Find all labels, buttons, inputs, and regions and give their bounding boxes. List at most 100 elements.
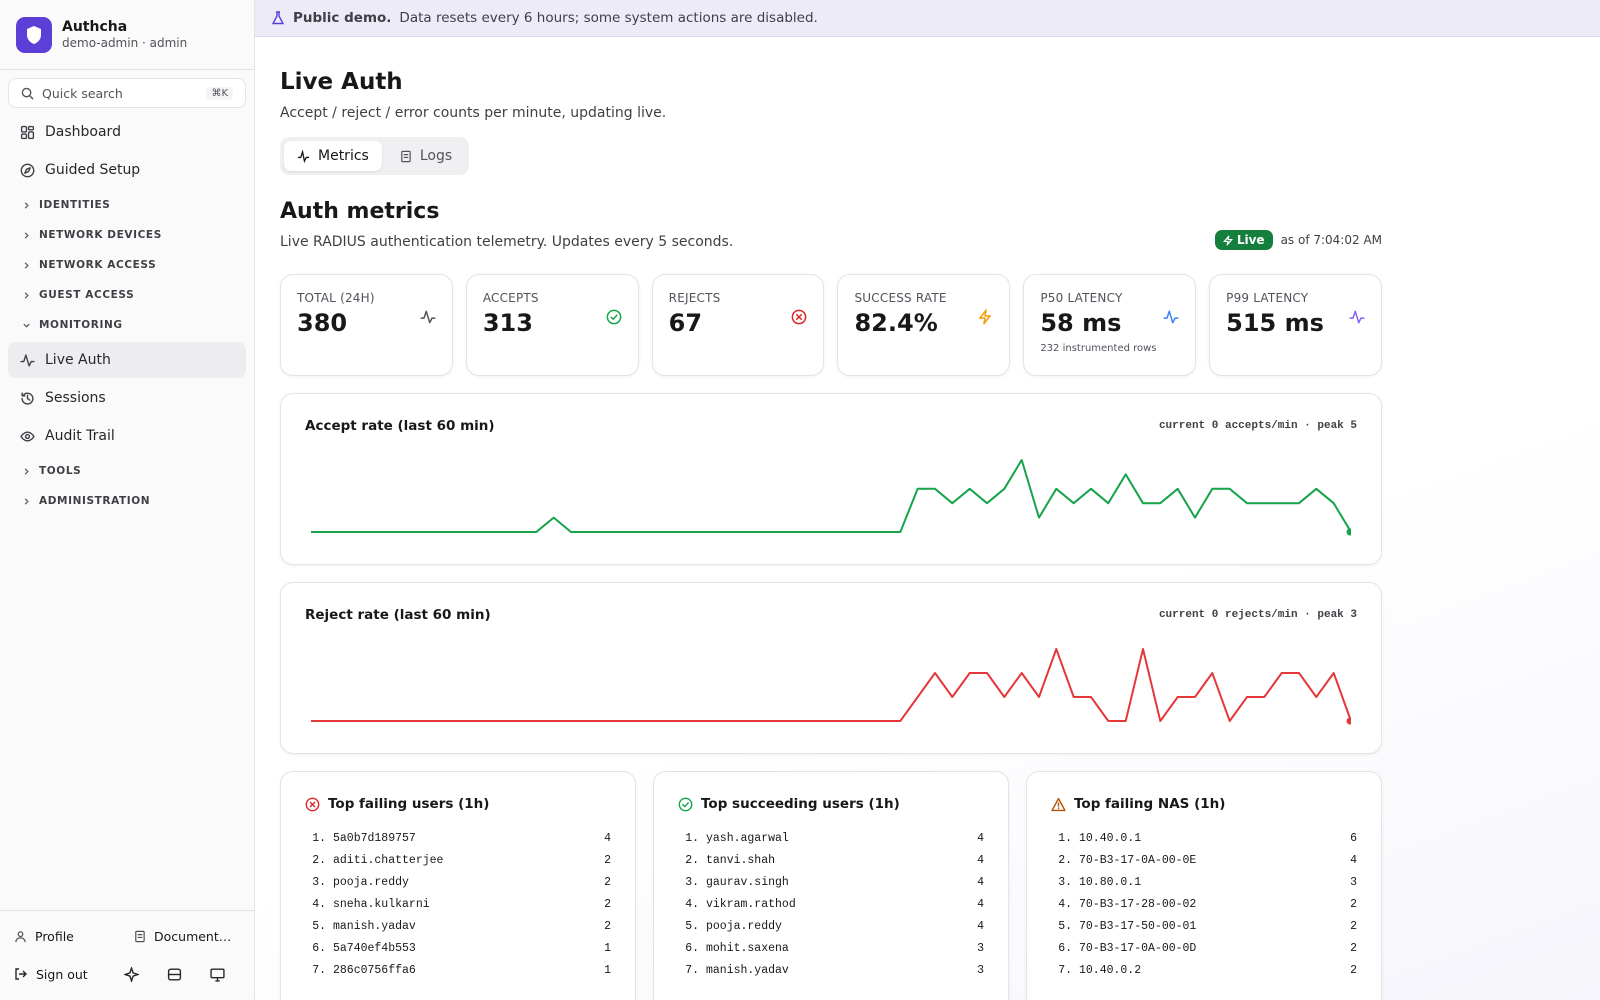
list-row[interactable]: tanvi.shah 4 (706, 850, 984, 872)
nav-group[interactable]: TOOLS (8, 456, 246, 486)
row-name: gaurav.singh (706, 876, 789, 889)
row-name: manish.yadav (333, 920, 416, 933)
logo (16, 16, 52, 53)
sign-out[interactable]: Sign out (36, 966, 88, 982)
stat-value: 313 (482, 309, 533, 337)
list-row[interactable]: sneha.kulkarni 2 (333, 894, 611, 916)
nav-item[interactable]: Sessions (8, 380, 246, 416)
row-name: 70-B3-17-28-00-02 (1079, 898, 1197, 911)
search[interactable]: Quick search ⌘K (8, 78, 246, 108)
list-row[interactable]: manish.yadav 3 (706, 960, 984, 982)
row-count: 4 (977, 920, 984, 933)
list-row[interactable]: 70-B3-17-50-00-01 2 (1079, 916, 1357, 938)
row-content: sneha.kulkarni 2 (333, 894, 611, 916)
ranked-list: yash.agarwal4tanvi.shah4gaurav.singh4vik… (678, 828, 984, 982)
list-row[interactable]: 10.40.0.2 2 (1079, 960, 1357, 982)
list-row[interactable]: 286c0756ffa6 1 (333, 960, 611, 982)
list-row[interactable]: gaurav.singh 4 (706, 872, 984, 894)
list-row[interactable]: yash.agarwal 4 (706, 828, 984, 850)
list-row[interactable]: mohit.saxena 3 (706, 938, 984, 960)
stat-card: P99 LATENCY 515 ms (1209, 274, 1382, 376)
stat-value: 515 ms (1226, 309, 1324, 337)
row-name: yash.agarwal (706, 832, 789, 845)
profile[interactable]: Profile (35, 928, 74, 944)
list-row[interactable]: manish.yadav 2 (333, 916, 611, 938)
nav-group[interactable]: IDENTITIES (8, 190, 246, 220)
row-name: vikram.rathod (706, 898, 796, 911)
chart-summary: current 0 rejects/min · peak 3 (1158, 609, 1357, 621)
row-count: 4 (977, 832, 984, 845)
brand-name: Authcha (62, 18, 128, 35)
list-row[interactable]: aditi.chatterjee 2 (333, 850, 611, 872)
nav-item[interactable]: Audit Trail (8, 418, 246, 454)
row-count: 2 (1350, 898, 1357, 911)
row-content: aditi.chatterjee 2 (333, 850, 611, 872)
row-count: 4 (977, 854, 984, 867)
row-count: 3 (977, 964, 984, 977)
nav-label: Sessions (45, 390, 106, 406)
list-row[interactable]: pooja.reddy 4 (706, 916, 984, 938)
row-content: tanvi.shah 4 (706, 850, 984, 872)
row-count: 4 (977, 876, 984, 889)
row-content: 5a740ef4b553 1 (333, 938, 611, 960)
row-name: 286c0756ffa6 (333, 964, 416, 977)
nav-group[interactable]: NETWORK ACCESS (8, 250, 246, 280)
nav-label: IDENTITIES (39, 199, 111, 211)
list-header: Top succeeding users (1h) (678, 796, 984, 812)
nav-item[interactable]: Guided Setup (8, 152, 246, 188)
list-row[interactable]: 10.80.0.1 3 (1079, 872, 1357, 894)
as-of: as of 7:04:02 AM (1280, 233, 1382, 247)
chart-summary: current 0 accepts/min · peak 5 (1158, 420, 1357, 432)
stat-label: ACCEPTS (482, 291, 539, 305)
nav-group[interactable]: MONITORING (8, 310, 246, 340)
nav-item[interactable]: Dashboard (8, 114, 246, 150)
row-count: 4 (604, 832, 611, 845)
nav-label: Dashboard (45, 124, 121, 140)
sidebar: Authcha demo-admin · admin Quick search ⌘… (0, 0, 255, 1000)
stat-card: P50 LATENCY 58 ms 232 instrumented rows (1023, 274, 1197, 376)
nav-item[interactable]: Live Auth (8, 342, 246, 378)
list-row[interactable]: 10.40.0.1 6 (1079, 828, 1357, 850)
sparkline (311, 648, 1351, 725)
list-row[interactable]: 70-B3-17-28-00-02 2 (1079, 894, 1357, 916)
section-subtitle: Live RADIUS authentication telemetry. Up… (280, 234, 734, 250)
banner-bold: Public demo. (293, 10, 392, 26)
list-row[interactable]: 70-B3-17-0A-00-0E 4 (1079, 850, 1357, 872)
stat-label: P99 LATENCY (1226, 291, 1309, 305)
lists: Top failing users (1h) 5a0b7d189757 4 aditi… (280, 771, 1382, 1000)
list-row[interactable]: 70-B3-17-0A-00-0D 2 (1079, 938, 1357, 960)
nav-group[interactable]: ADMINISTRATION (8, 486, 246, 516)
nav-group[interactable]: GUEST ACCESS (8, 280, 246, 310)
row-count: 4 (1350, 854, 1357, 867)
list-row[interactable]: pooja.reddy 2 (333, 872, 611, 894)
list-row[interactable]: 5a0b7d189757 4 (333, 828, 611, 850)
docs[interactable]: Document… (154, 928, 232, 944)
tab[interactable]: Logs (386, 141, 465, 171)
stat-card: TOTAL (24H) 380 (280, 274, 453, 376)
row-name: 70-B3-17-0A-00-0E (1079, 854, 1197, 867)
nav-group[interactable]: NETWORK DEVICES (8, 220, 246, 250)
row-content: yash.agarwal 4 (706, 828, 984, 850)
nav-label: Audit Trail (45, 428, 115, 444)
row-count: 2 (604, 854, 611, 867)
list-row[interactable]: vikram.rathod 4 (706, 894, 984, 916)
content: Live Auth Accept / reject / error counts… (255, 37, 1382, 1000)
row-count: 1 (604, 942, 611, 955)
row-name: aditi.chatterjee (333, 854, 444, 867)
chart-header: Reject rate (last 60 min) current 0 rejec… (305, 607, 1357, 623)
list-row[interactable]: 5a740ef4b553 1 (333, 938, 611, 960)
nav-label: ADMINISTRATION (39, 495, 151, 507)
row-count: 3 (1350, 876, 1357, 889)
main: Public demo. Data resets every 6 hours; … (255, 0, 1600, 1000)
tab-label: Metrics (318, 148, 369, 164)
row-content: 70-B3-17-50-00-01 2 (1079, 916, 1357, 938)
stat-value: 380 (297, 309, 348, 337)
tab[interactable]: Metrics (284, 141, 382, 171)
row-name: 5a740ef4b553 (333, 942, 416, 955)
nav-label: Guided Setup (45, 162, 141, 178)
tabs: Metrics Logs (280, 137, 470, 175)
row-content: 10.40.0.2 2 (1079, 960, 1357, 982)
row-content: pooja.reddy 4 (706, 916, 984, 938)
nav-label: TOOLS (39, 465, 82, 477)
